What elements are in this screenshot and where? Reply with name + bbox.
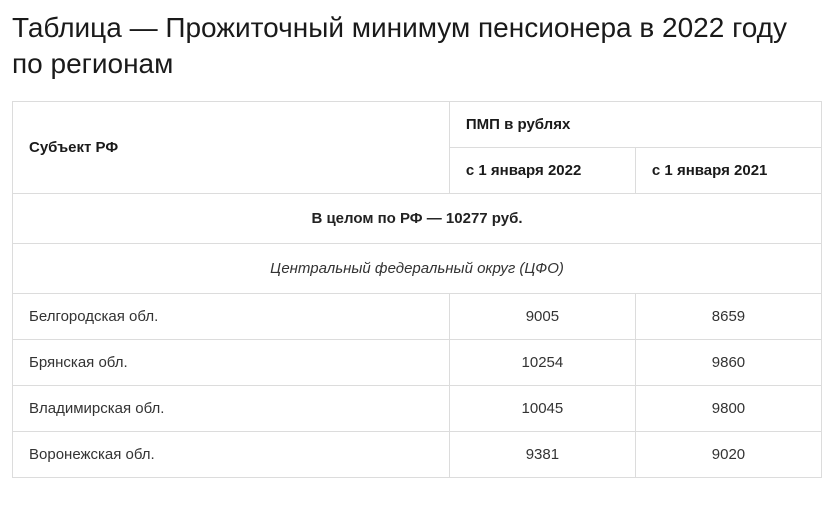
table-row: Брянская обл. 10254 9860 [13,339,822,385]
table-row: Воронежская обл. 9381 9020 [13,431,822,477]
table-header-row-1: Субъект РФ ПМП в рублях [13,101,822,147]
value-2021-cell: 9860 [635,339,821,385]
value-2021-cell: 9020 [635,431,821,477]
header-pmp: ПМП в рублях [449,101,821,147]
header-from-2022: с 1 января 2022 [449,147,635,193]
value-2022-cell: 10254 [449,339,635,385]
district-cell: Центральный федеральный округ (ЦФО) [13,243,822,293]
region-name-cell: Брянская обл. [13,339,450,385]
value-2022-cell: 9005 [449,293,635,339]
value-2021-cell: 9800 [635,385,821,431]
region-name-cell: Владимирская обл. [13,385,450,431]
table-row: Владимирская обл. 10045 9800 [13,385,822,431]
district-row: Центральный федеральный округ (ЦФО) [13,243,822,293]
header-from-2021: с 1 января 2021 [635,147,821,193]
value-2022-cell: 10045 [449,385,635,431]
page-title: Таблица — Прожиточный минимум пенсионера… [12,10,822,83]
region-name-cell: Воронежская обл. [13,431,450,477]
value-2022-cell: 9381 [449,431,635,477]
overall-row: В целом по РФ — 10277 руб. [13,193,822,243]
header-subject: Субъект РФ [13,101,450,193]
pension-minimum-table: Субъект РФ ПМП в рублях с 1 января 2022 … [12,101,822,478]
value-2021-cell: 8659 [635,293,821,339]
overall-cell: В целом по РФ — 10277 руб. [13,193,822,243]
table-row: Белгородская обл. 9005 8659 [13,293,822,339]
region-name-cell: Белгородская обл. [13,293,450,339]
